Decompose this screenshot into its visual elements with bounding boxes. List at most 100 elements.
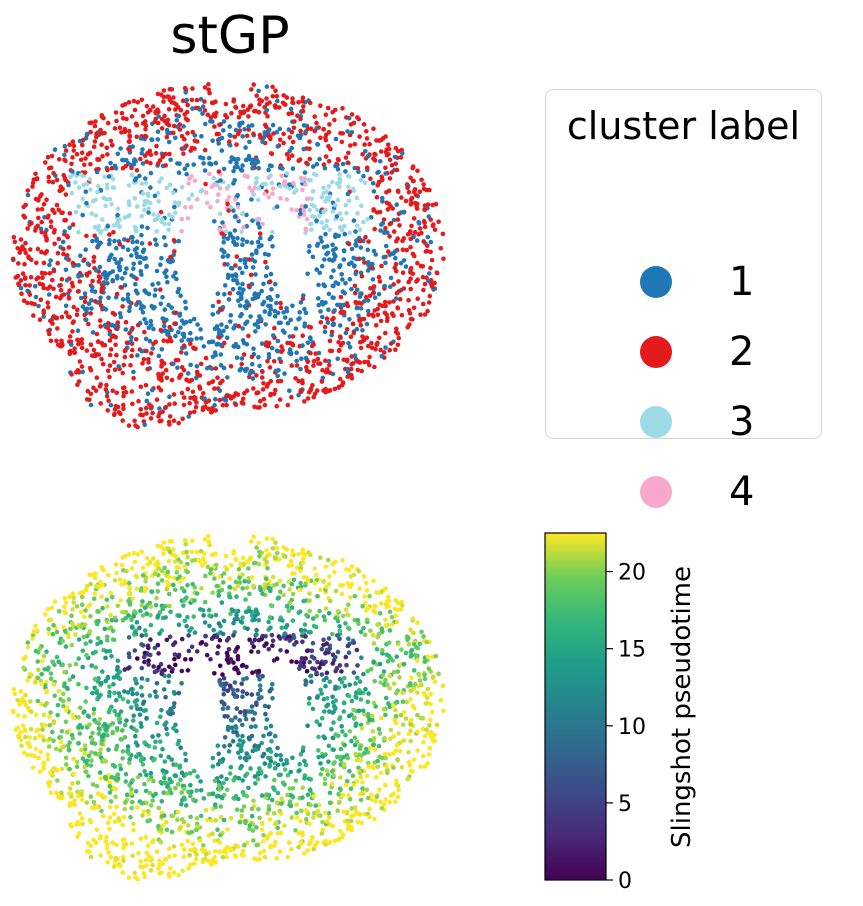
pseudotime-point <box>308 630 313 635</box>
pseudotime-point <box>266 585 272 591</box>
cluster-point <box>310 188 316 194</box>
cluster-point <box>228 159 233 165</box>
cluster-point <box>156 414 161 419</box>
cluster-point <box>355 367 361 373</box>
cluster-point <box>354 305 360 311</box>
pseudotime-point <box>41 712 47 718</box>
pseudotime-point <box>357 792 363 797</box>
pseudotime-point <box>132 629 138 635</box>
pseudotime-point <box>152 571 158 576</box>
cluster-point <box>129 165 134 171</box>
cluster-point <box>250 376 256 381</box>
pseudotime-point <box>12 691 18 697</box>
cluster-point <box>248 272 254 278</box>
pseudotime-point <box>144 611 149 616</box>
cluster-point <box>88 402 94 408</box>
cluster-point <box>277 356 282 362</box>
cluster-point <box>122 385 127 390</box>
cluster-point <box>160 294 165 300</box>
pseudotime-point <box>299 656 305 661</box>
cluster-point <box>194 400 199 405</box>
cluster-point <box>379 353 385 359</box>
cluster-point <box>104 145 110 151</box>
pseudotime-point <box>298 580 303 586</box>
pseudotime-point <box>257 677 262 682</box>
pseudotime-point <box>104 845 110 851</box>
pseudotime-point <box>356 568 362 574</box>
cluster-point <box>222 249 227 255</box>
cluster-point <box>199 134 204 139</box>
pseudotime-point <box>46 617 52 623</box>
pseudotime-point <box>105 860 110 865</box>
pseudotime-point <box>160 746 165 752</box>
cluster-point <box>352 263 357 268</box>
cluster-point <box>44 197 49 202</box>
pseudotime-point <box>270 638 276 643</box>
pseudotime-point <box>166 591 172 597</box>
cluster-point <box>237 266 242 271</box>
pseudotime-point <box>383 755 388 761</box>
pseudotime-point <box>127 586 133 592</box>
cluster-point <box>279 173 285 179</box>
cluster-point <box>212 326 218 331</box>
cluster-point <box>218 352 224 357</box>
pseudotime-point <box>348 786 354 791</box>
pseudotime-point <box>326 810 332 816</box>
pseudotime-point <box>25 678 30 683</box>
cluster-point <box>263 259 268 265</box>
cluster-point <box>322 165 328 171</box>
cluster-point <box>256 110 262 115</box>
pseudotime-point <box>142 628 148 633</box>
cluster-point <box>60 210 65 215</box>
pseudotime-point <box>175 817 180 822</box>
pseudotime-point <box>379 626 385 631</box>
cluster-point <box>256 318 261 324</box>
pseudotime-point <box>155 642 161 648</box>
cluster-point <box>66 295 72 301</box>
pseudotime-point <box>380 647 385 653</box>
cluster-point <box>371 248 377 254</box>
pseudotime-point <box>212 838 217 843</box>
pseudotime-point <box>191 768 197 774</box>
cluster-point <box>372 158 378 163</box>
pseudotime-point <box>102 626 108 632</box>
cluster-point <box>179 365 185 370</box>
cluster-point <box>272 314 278 319</box>
pseudotime-point <box>290 552 295 557</box>
pseudotime-point <box>351 640 357 645</box>
cluster-point <box>173 333 178 339</box>
cluster-point <box>221 240 226 245</box>
pseudotime-point <box>415 729 421 734</box>
pseudotime-point <box>327 815 332 820</box>
cluster-point <box>203 190 209 195</box>
pseudotime-point <box>351 707 356 713</box>
cluster-point <box>316 282 321 288</box>
pseudotime-point <box>376 726 382 732</box>
pseudotime-point <box>111 682 116 687</box>
pseudotime-point <box>127 760 132 766</box>
pseudotime-point <box>138 608 143 614</box>
pseudotime-point <box>60 691 66 697</box>
pseudotime-point <box>173 662 178 668</box>
cluster-point <box>171 274 176 279</box>
cluster-point <box>228 396 234 401</box>
cluster-point <box>36 215 41 221</box>
cluster-point <box>67 225 72 230</box>
pseudotime-point <box>236 567 242 572</box>
cluster-point <box>208 115 214 120</box>
cluster-point <box>108 402 114 408</box>
pseudotime-point <box>382 735 388 741</box>
pseudotime-point <box>238 619 244 624</box>
pseudotime-point <box>158 827 164 832</box>
cluster-point <box>348 334 354 340</box>
cluster-point <box>94 238 100 243</box>
pseudotime-point <box>335 649 341 655</box>
cluster-point <box>264 340 269 345</box>
pseudotime-point <box>75 780 81 785</box>
pseudotime-point <box>171 575 177 581</box>
cluster-point <box>359 203 364 208</box>
cluster-point <box>354 243 359 248</box>
pseudotime-point <box>257 554 262 559</box>
cluster-point <box>82 312 87 318</box>
pseudotime-point <box>408 681 413 686</box>
